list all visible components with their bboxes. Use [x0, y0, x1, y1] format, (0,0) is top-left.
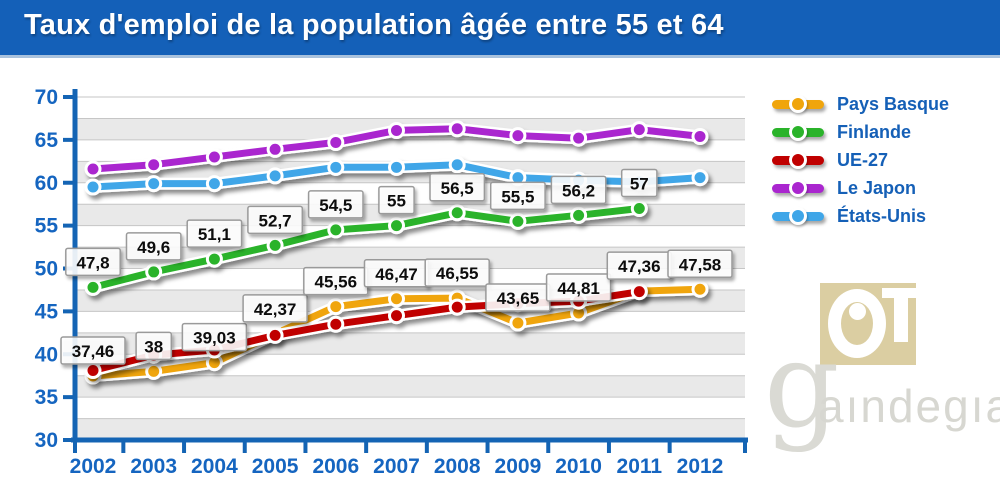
svg-text:42,37: 42,37: [254, 300, 297, 319]
svg-text:70: 70: [35, 86, 58, 109]
point-label-finlande: 49,6: [125, 232, 182, 261]
svg-text:65: 65: [35, 129, 59, 152]
svg-text:51,1: 51,1: [198, 225, 231, 244]
svg-text:49,6: 49,6: [137, 238, 170, 257]
point-label-finlande: 55,5: [489, 181, 546, 211]
svg-text:43,65: 43,65: [497, 289, 540, 308]
svg-text:30: 30: [35, 429, 58, 452]
svg-text:45: 45: [35, 300, 59, 323]
point-label-finlande: 55: [378, 185, 415, 215]
svg-text:57: 57: [630, 174, 649, 193]
svg-text:2003: 2003: [130, 455, 177, 478]
point-labels: 37,46 38 39,03 42,37 45,56 46,47 46,55 43,65 44,…: [60, 168, 733, 365]
point-label-pays-basque: 38: [135, 331, 173, 361]
legend: Pays Basque Finlande UE-27 Le Japon États-Un…: [772, 90, 949, 230]
svg-text:2009: 2009: [495, 455, 542, 478]
svg-text:60: 60: [35, 172, 58, 195]
svg-text:47,8: 47,8: [76, 253, 109, 272]
svg-text:47,58: 47,58: [679, 255, 722, 274]
series-le-japon: [84, 120, 709, 178]
svg-text:45,56: 45,56: [315, 273, 358, 292]
point-label-pays-basque: 44,81: [545, 273, 612, 302]
logo-dot-shape: [849, 303, 866, 320]
point-label-pays-basque: 43,65: [485, 283, 551, 312]
svg-text:52,7: 52,7: [259, 211, 292, 230]
legend-marker-icon: [772, 179, 824, 197]
svg-text:2002: 2002: [70, 455, 117, 478]
svg-text:2007: 2007: [373, 455, 420, 478]
svg-text:47,36: 47,36: [618, 257, 661, 276]
point-label-pays-basque: 46,55: [424, 258, 490, 287]
legend-item-le-japon: Le Japon: [772, 174, 949, 202]
point-label-pays-basque: 39,03: [181, 322, 248, 352]
svg-text:56,2: 56,2: [562, 181, 595, 200]
svg-text:55: 55: [387, 192, 406, 211]
svg-text:35: 35: [35, 386, 59, 409]
point-label-pays-basque: 47,36: [606, 251, 673, 280]
page-title: Taux d'emploi de la population âgée entr…: [24, 9, 724, 41]
point-label-finlande: 52,7: [247, 205, 304, 235]
point-label-finlande: 54,5: [307, 190, 364, 219]
legend-item-pays-basque: Pays Basque: [772, 90, 949, 118]
point-label-pays-basque: 45,56: [303, 266, 369, 296]
svg-text:2004: 2004: [191, 455, 238, 478]
legend-marker-icon: [772, 207, 824, 225]
point-label-finlande: 56,2: [550, 175, 607, 205]
svg-text:55,5: 55,5: [501, 187, 534, 206]
point-label-finlande: 57: [620, 168, 658, 198]
point-label-pays-basque: 47,58: [667, 249, 733, 279]
svg-text:2012: 2012: [677, 455, 724, 478]
axes: 30 35 40 45 50 55 60 65 70 2002 2003 2004 2005 2006 20…: [35, 86, 748, 478]
logo-bar-shape: [882, 288, 916, 298]
legend-label: UE-27: [837, 149, 889, 170]
series-finlande: [84, 199, 648, 296]
point-label-finlande: 47,8: [65, 247, 121, 277]
title-bar: Taux d'emploi de la population âgée entr…: [0, 0, 1000, 58]
legend-marker-icon: [772, 123, 824, 141]
legend-marker-icon: [772, 95, 824, 113]
point-label-finlande: 56,5: [429, 173, 486, 202]
point-label-pays-basque: 37,46: [60, 336, 126, 365]
svg-text:56,5: 56,5: [441, 179, 474, 198]
point-label-pays-basque: 46,47: [363, 259, 430, 288]
legend-label: Pays Basque: [837, 93, 950, 114]
svg-text:44,81: 44,81: [557, 279, 600, 298]
svg-text:40: 40: [35, 343, 58, 366]
svg-text:2010: 2010: [555, 455, 602, 478]
legend-label: États-Unis: [837, 205, 927, 226]
legend-label: Finlande: [837, 121, 912, 142]
svg-text:55: 55: [35, 215, 59, 238]
legend-item-ue-27: UE-27: [772, 146, 949, 174]
point-label-finlande: 51,1: [186, 219, 243, 248]
svg-text:2006: 2006: [312, 455, 359, 478]
svg-text:54,5: 54,5: [319, 196, 352, 215]
watermark-initial: g: [764, 316, 840, 454]
legend-item-finlande: Finlande: [772, 118, 949, 146]
svg-text:38: 38: [144, 337, 163, 356]
employment-rate-line-chart: 30 35 40 45 50 55 60 65 70 2002 2003 2004 2005 2006 20…: [35, 86, 748, 478]
svg-text:46,47: 46,47: [375, 265, 418, 284]
point-label-pays-basque: 42,37: [242, 294, 308, 323]
watermark-text: aındegıa: [818, 380, 1000, 432]
legend-marker-icon: [772, 151, 824, 169]
logo-stem-shape: [894, 298, 908, 342]
svg-text:50: 50: [35, 258, 58, 281]
legend-item--tats-unis: États-Unis: [772, 202, 949, 230]
svg-text:2008: 2008: [434, 455, 481, 478]
svg-text:2011: 2011: [617, 455, 663, 478]
legend-label: Le Japon: [837, 177, 917, 198]
svg-text:39,03: 39,03: [193, 329, 236, 348]
gaindegia-logo-icon: [820, 283, 916, 365]
svg-text:2005: 2005: [252, 455, 299, 478]
svg-text:46,55: 46,55: [436, 264, 479, 283]
svg-text:37,46: 37,46: [72, 342, 115, 361]
